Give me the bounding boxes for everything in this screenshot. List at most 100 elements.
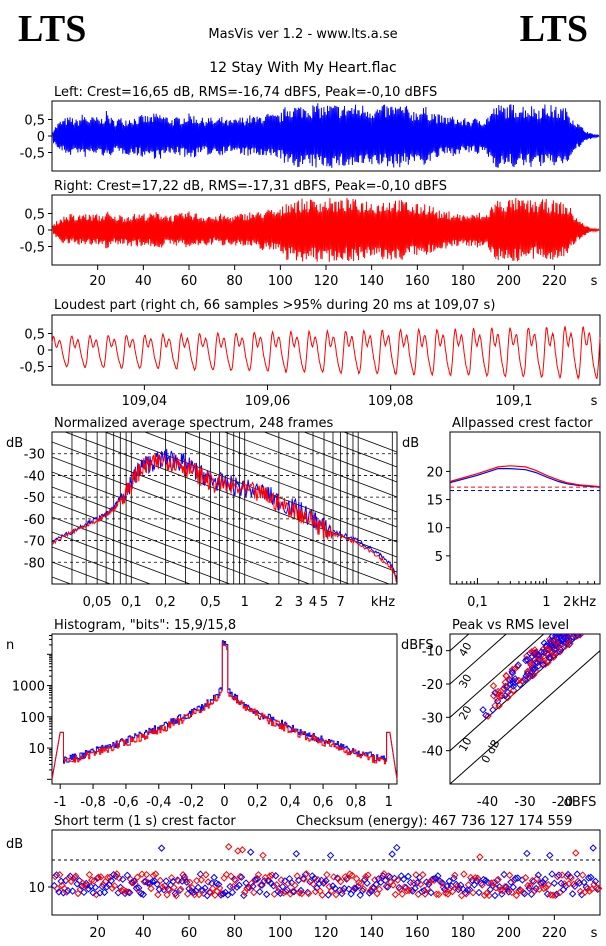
short-term-crest-point [412, 871, 420, 879]
peak-rms-point [579, 621, 585, 627]
spectrum-x-tick-label: 0,05 [83, 595, 112, 610]
short-term-crest-point [167, 874, 176, 882]
peak-rms-point [495, 693, 504, 701]
crest-factor-ylabel: dB [402, 436, 419, 451]
short-term-crest-point [259, 851, 267, 860]
peak-rms-point [589, 618, 595, 624]
short-term-crest-point [469, 888, 477, 897]
histogram-x-tick-label: -1 [54, 795, 67, 810]
peak-rms-point [531, 665, 539, 673]
peak-rms-point [501, 682, 510, 691]
x-tick-label: 200 [496, 274, 521, 289]
short-term-crest-point [427, 888, 435, 897]
peak-rms-crest-diagonal [450, 634, 508, 685]
short-term-crest-point [594, 884, 603, 893]
short-term-crest-point [382, 882, 390, 891]
histogram-x-tick-label: -0,6 [113, 795, 138, 810]
short-term-crest-point [108, 884, 116, 892]
crest-y-tick-label: 15 [426, 494, 443, 509]
peak-rms-point [585, 618, 591, 624]
short-term-crest-point [399, 875, 408, 883]
peak-rms-point [554, 634, 560, 637]
histogram-y-tick-label: 10 [28, 742, 45, 757]
short-term-crest-point [587, 873, 595, 882]
short-term-crest-point [209, 884, 217, 893]
spectrum-slope-line [302, 432, 397, 468]
crest-diagonal-label: 30 [456, 672, 474, 691]
short-term-crest-point [298, 889, 306, 898]
short-term-crest-point [214, 880, 223, 889]
peak-rms-point [582, 618, 588, 624]
peak-rms-point [569, 634, 572, 635]
spectrum-right-trace [52, 453, 397, 584]
crest-x-unit: kHz [572, 595, 596, 610]
peak-rms-point [586, 618, 592, 624]
x-tick-label: 109,08 [368, 394, 414, 409]
short-term-crest-point [380, 870, 388, 878]
short-term-crest-point [591, 877, 600, 886]
short-term-crest-point [224, 891, 232, 899]
peak-rms-point [586, 623, 592, 629]
spectrum-x-tick-label: 4 [309, 595, 317, 610]
peak-rms-point [589, 618, 595, 624]
short-term-crest-point [262, 890, 271, 899]
x-tick-label: 20 [89, 274, 106, 289]
short-term-crest-point [432, 890, 441, 898]
short-term-crest-point [388, 850, 396, 858]
short-term-crest-point [288, 879, 296, 887]
peak-rms-point [583, 618, 589, 624]
peak-rms-point [583, 619, 589, 625]
peak-rms-point [566, 639, 574, 648]
short-term-crest-point [393, 843, 401, 852]
short-term-crest-point [278, 882, 287, 891]
histogram-y-tick-label: 100 [20, 711, 45, 726]
short-term-crest-point [359, 885, 368, 893]
x-tick-label: 40 [135, 274, 152, 289]
peak-rms-point [581, 623, 587, 629]
peak-rms-point [569, 618, 575, 624]
short-term-crest-point [351, 884, 360, 893]
short-term-crest-point [414, 890, 422, 898]
short-term-crest-point [523, 849, 531, 858]
short-term-crest-point [332, 890, 340, 899]
short-term-crest-point [240, 891, 248, 900]
short-term-crest-point [430, 876, 438, 885]
short-term-crest-point [256, 888, 264, 896]
peak-rms-x-unit: dBFS [564, 795, 597, 810]
short-term-crest-point [292, 850, 301, 858]
histogram-x-tick-label: 0,2 [247, 795, 268, 810]
short-term-crest-point [139, 890, 148, 899]
short-term-crest-point [544, 881, 553, 889]
short-term-crest-point [227, 872, 235, 880]
histogram-title: Histogram, "bits": 15,9/15,8 [54, 618, 236, 633]
peak-rms-point [527, 661, 535, 669]
short-term-crest-point [331, 884, 339, 893]
short-term-crest-point [151, 870, 160, 878]
peak-rms-point [509, 679, 518, 688]
short-term-crest-point [226, 882, 234, 891]
short-term-crest-point [552, 890, 561, 898]
short-term-crest-point [492, 884, 500, 892]
short-term-crest-point [368, 883, 377, 892]
peak-rms-point [581, 618, 587, 624]
histogram-x-tick-label: 0,6 [313, 795, 334, 810]
crest-y-tick-label: 20 [426, 465, 443, 480]
spectrum-slope-line [52, 531, 192, 584]
y-tick-label: 0,5 [24, 114, 45, 129]
spectrum-y-tick-label: -60 [24, 513, 45, 528]
peak-rms-point [545, 653, 553, 662]
peak-rms-point [573, 634, 581, 639]
short-term-crest-point [133, 873, 142, 881]
peak-rms-point [567, 634, 575, 638]
short-term-crest-point [171, 889, 180, 898]
short-term-crest-point [352, 875, 361, 883]
crest-diagonal-label: 10 [456, 735, 474, 754]
short-term-crest-point [381, 876, 390, 885]
short-term-crest-point [142, 870, 151, 879]
spectrum-y-tick-label: -30 [24, 448, 45, 463]
short-term-crest-point [148, 877, 157, 886]
peak-rms-point [573, 621, 579, 627]
short-term-crest-point [272, 881, 281, 889]
short-term-crest-point [336, 877, 345, 886]
short-term-crest-ylabel: dB [6, 837, 23, 852]
